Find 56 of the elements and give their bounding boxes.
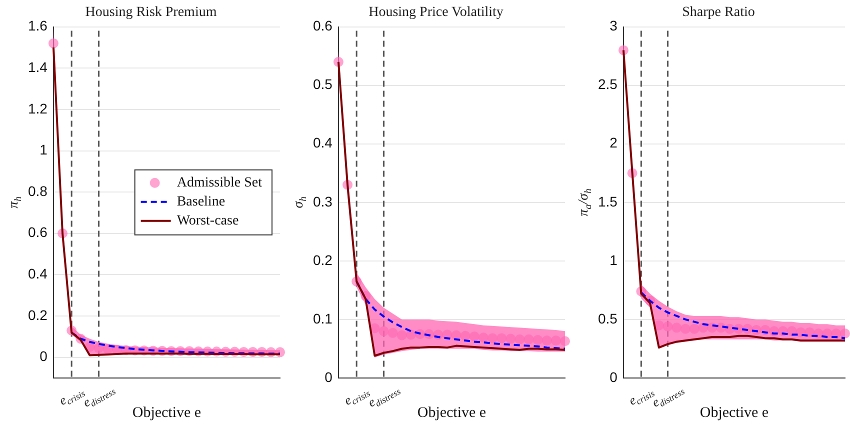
point — [378, 326, 389, 336]
y-tick-label: 0.5 — [312, 76, 333, 92]
legend-label: Admissible Set — [176, 176, 262, 191]
y-tick-label: 1 — [40, 142, 48, 158]
y-tick-label: 0.6 — [312, 18, 333, 34]
y-tick-label: 0.3 — [312, 193, 333, 210]
chart-title: Housing Price Volatility — [368, 5, 504, 20]
y-tick-label: 0.1 — [312, 310, 333, 326]
legend-label: Worst-case — [176, 214, 239, 229]
y-tick-label: 0.6 — [28, 224, 48, 240]
point — [388, 328, 398, 338]
chart-title: Housing Risk Premium — [85, 5, 217, 20]
point — [542, 336, 552, 346]
point — [532, 334, 543, 345]
y-tick-label: 2 — [610, 134, 618, 151]
x-axis-title: Objective e — [417, 404, 486, 421]
y-tick-label: 0.2 — [312, 252, 333, 268]
y-tick-label: 0.8 — [28, 182, 48, 199]
y-tick-label: 0.5 — [598, 310, 618, 326]
legend-label: Baseline — [176, 194, 226, 210]
point — [524, 334, 534, 344]
y-tick-label: 1 — [610, 252, 618, 268]
y-tick-label: 1.4 — [28, 58, 48, 75]
point — [840, 328, 850, 339]
point — [506, 334, 516, 344]
x-axis-title: Objective e — [132, 404, 202, 421]
point — [488, 333, 498, 344]
point — [689, 324, 700, 334]
point — [560, 336, 570, 346]
point — [478, 332, 488, 343]
y-tick-label: 1.6 — [28, 18, 48, 34]
y-axis-title: πa/σh — [576, 188, 594, 216]
y-tick-label: 0 — [324, 368, 333, 385]
point — [460, 330, 470, 341]
y-axis-title: σh — [292, 196, 309, 208]
point — [396, 330, 407, 340]
y-axis-title: πh — [6, 196, 24, 208]
point — [48, 38, 58, 48]
y-tick-label: 3 — [610, 18, 618, 34]
y-tick-label: 1.5 — [598, 193, 618, 210]
chart-title: Sharpe Ratio — [682, 5, 755, 20]
point — [662, 321, 673, 332]
x-axis-title: Objective e — [700, 404, 769, 421]
point — [469, 331, 480, 342]
point — [550, 336, 561, 346]
point — [672, 322, 682, 333]
y-tick-label: 1.2 — [28, 100, 48, 116]
y-tick-label: 0.2 — [28, 306, 48, 323]
y-tick-label: 0.4 — [312, 134, 333, 151]
point — [496, 333, 507, 344]
y-tick-label: 0.4 — [28, 266, 48, 282]
y-tick-label: 0 — [40, 348, 48, 364]
point — [514, 334, 525, 344]
point — [680, 324, 690, 334]
y-tick-label: 0 — [610, 368, 618, 385]
y-tick-label: 2.5 — [598, 76, 618, 92]
